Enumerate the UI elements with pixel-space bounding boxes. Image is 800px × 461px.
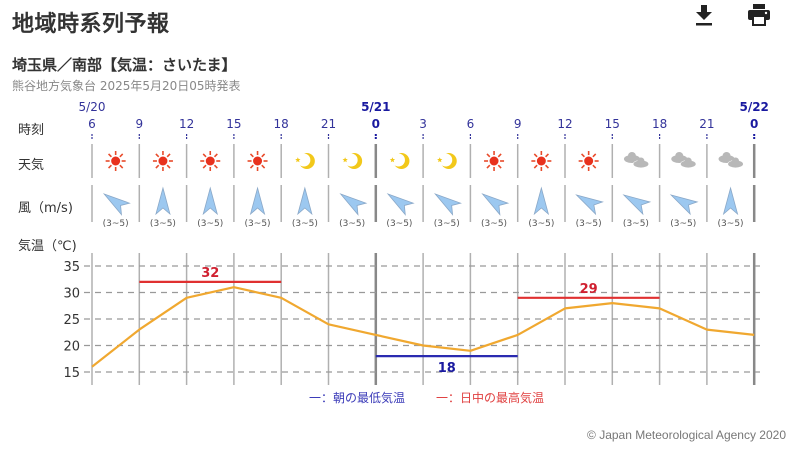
row-label-wind: 風（m/s) <box>18 201 73 216</box>
sunny-icon <box>484 151 505 171</box>
hour-label: 15 <box>226 117 242 131</box>
row-label-weather: 天気 <box>18 158 45 173</box>
hour-label: 0 <box>750 117 759 131</box>
sunny-icon <box>152 151 173 171</box>
wind-arrow-icon <box>339 193 368 216</box>
issued-info: 熊谷地方気象台 2025年5月20日05時発表 <box>12 79 241 93</box>
sunny-icon <box>105 151 126 171</box>
cloudy-icon <box>718 152 744 168</box>
wind-range-label: (3~5) <box>717 219 744 229</box>
y-tick-label: 20 <box>63 340 80 355</box>
wind-range-label: (3~5) <box>102 219 129 229</box>
wind-range-label: (3~5) <box>339 219 366 229</box>
wind-range-label: (3~5) <box>575 219 602 229</box>
wind-arrow-icon <box>202 186 218 216</box>
legend-min-temp: 一：朝の最低気温 <box>309 389 405 406</box>
area-subtitle: 埼玉県／南部【気温：さいたま】 <box>12 56 237 74</box>
temperature-line <box>91 286 755 368</box>
sunny-icon <box>578 151 599 171</box>
clear-night-icon <box>342 153 363 169</box>
print-icon <box>748 4 770 26</box>
wind-arrow-icon <box>533 186 550 216</box>
legend-min-label: 一：朝の最低気温 <box>309 391 406 405</box>
wind-range-label: (3~5) <box>291 219 318 229</box>
sunny-icon <box>247 151 268 171</box>
cloudy-icon <box>623 152 649 168</box>
legend-max-label: 一：日中の最高気温 <box>436 391 545 405</box>
wind-arrow-icon <box>249 186 266 216</box>
wind-arrow-icon <box>481 193 510 216</box>
date-label: 5/22 <box>739 100 769 114</box>
clear-night-icon <box>437 153 457 169</box>
hour-label: 21 <box>699 117 715 131</box>
min-temp-label: 18 <box>438 361 456 376</box>
wind-arrow-icon <box>386 193 415 216</box>
wind-arrow-icon <box>102 193 131 216</box>
legend-max-temp: 一：日中の最高気温 <box>436 389 544 406</box>
wind-range-label: (3~5) <box>244 219 271 229</box>
y-tick-label: 25 <box>63 313 80 328</box>
clear-night-icon <box>295 153 315 169</box>
wind-range-label: (3~5) <box>386 219 413 229</box>
wind-arrow-icon <box>155 186 171 216</box>
clear-night-icon <box>389 153 410 169</box>
wind-range-label: (3~5) <box>197 219 224 229</box>
cloudy-icon <box>671 152 697 168</box>
wind-arrow-icon <box>575 194 604 216</box>
copyright: © Japan Meteorological Agency 2020 <box>587 428 786 442</box>
wind-range-label: (3~5) <box>433 219 460 229</box>
row-label-temp: 気温（℃) <box>18 239 77 254</box>
row-label-time: 時刻 <box>18 123 45 138</box>
wind-arrow-icon <box>669 194 699 216</box>
hour-label: 9 <box>513 117 522 131</box>
date-label: 5/20 <box>78 100 106 114</box>
download-button[interactable] <box>691 2 717 28</box>
page-title: 地域時系列予報 <box>12 12 170 37</box>
wind-arrow-icon <box>722 186 739 216</box>
hour-label: 12 <box>178 117 195 131</box>
wind-range-label: (3~5) <box>149 219 176 229</box>
wind-range-label: (3~5) <box>670 219 697 229</box>
wind-arrow-icon <box>297 186 313 216</box>
hour-label: 21 <box>320 117 337 131</box>
hour-label: 12 <box>557 117 573 131</box>
hour-label: 15 <box>604 117 620 131</box>
hour-label: 0 <box>371 117 380 131</box>
download-icon <box>696 5 712 26</box>
max-temp-label: 32 <box>201 266 219 281</box>
max-temp-label: 29 <box>580 282 598 297</box>
hour-label: 18 <box>273 117 289 131</box>
hour-label: 3 <box>419 117 427 131</box>
y-tick-label: 35 <box>63 260 80 275</box>
sunny-icon <box>200 151 221 171</box>
wind-range-label: (3~5) <box>481 219 508 229</box>
hour-label: 6 <box>88 117 96 131</box>
wind-range-label: (3~5) <box>528 219 555 229</box>
wind-range-label: (3~5) <box>622 219 649 229</box>
wind-arrow-icon <box>434 193 462 216</box>
date-label: 5/21 <box>361 100 391 114</box>
hour-label: 6 <box>466 117 475 131</box>
y-tick-label: 30 <box>63 287 80 302</box>
wind-arrow-icon <box>622 194 652 216</box>
hour-label: 9 <box>135 117 144 131</box>
hour-label: 18 <box>651 117 668 131</box>
y-tick-label: 15 <box>63 366 80 381</box>
print-button[interactable] <box>746 2 772 28</box>
sunny-icon <box>531 151 552 171</box>
